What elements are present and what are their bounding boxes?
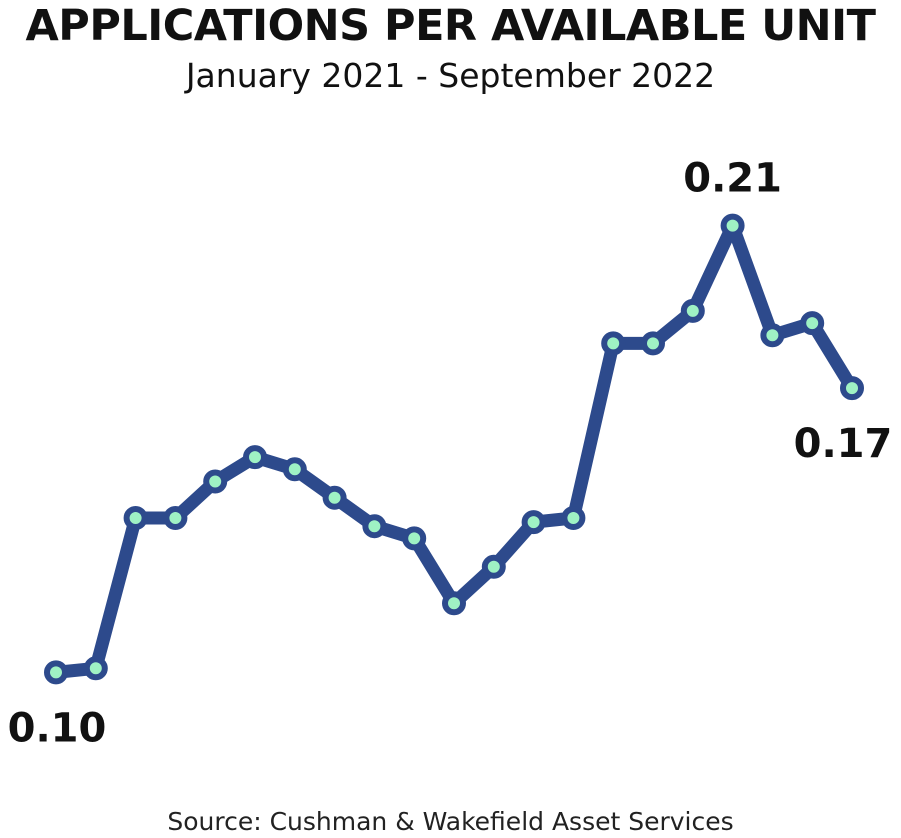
data-point-2021-06 xyxy=(243,445,267,470)
data-point-2021-04 xyxy=(163,506,188,530)
data-label-2022-06: 0.21 xyxy=(683,156,782,202)
data-point-2021-02 xyxy=(83,656,108,681)
data-point-2021-11 xyxy=(442,591,466,616)
data-point-2022-04 xyxy=(641,331,665,356)
data-point-2022-03 xyxy=(601,331,626,356)
data-label-2022-09: 0.17 xyxy=(794,421,893,467)
data-point-2021-03 xyxy=(123,506,148,530)
data-label-2021-01: 0.10 xyxy=(8,705,107,751)
data-point-2022-09 xyxy=(840,376,864,401)
chart-title: APPLICATIONS PER AVAILABLE UNIT xyxy=(25,1,876,51)
data-point-2021-10 xyxy=(402,526,427,551)
data-point-2022-08 xyxy=(800,311,825,336)
data-point-2021-05 xyxy=(203,469,228,494)
data-point-2022-02 xyxy=(561,506,586,530)
data-point-2022-05 xyxy=(680,298,705,323)
data-point-2022-01 xyxy=(521,510,546,535)
data-point-2021-12 xyxy=(481,554,506,579)
source-note: Source: Cushman & Wakefield Asset Servic… xyxy=(167,807,734,836)
data-point-2022-06 xyxy=(720,213,745,238)
data-point-2021-08 xyxy=(322,485,347,510)
data-point-2021-01 xyxy=(44,660,68,685)
data-point-2022-07 xyxy=(760,323,785,348)
chart-subtitle: January 2021 - September 2022 xyxy=(185,56,716,95)
data-point-2021-07 xyxy=(282,457,307,482)
data-point-2021-09 xyxy=(362,514,387,539)
